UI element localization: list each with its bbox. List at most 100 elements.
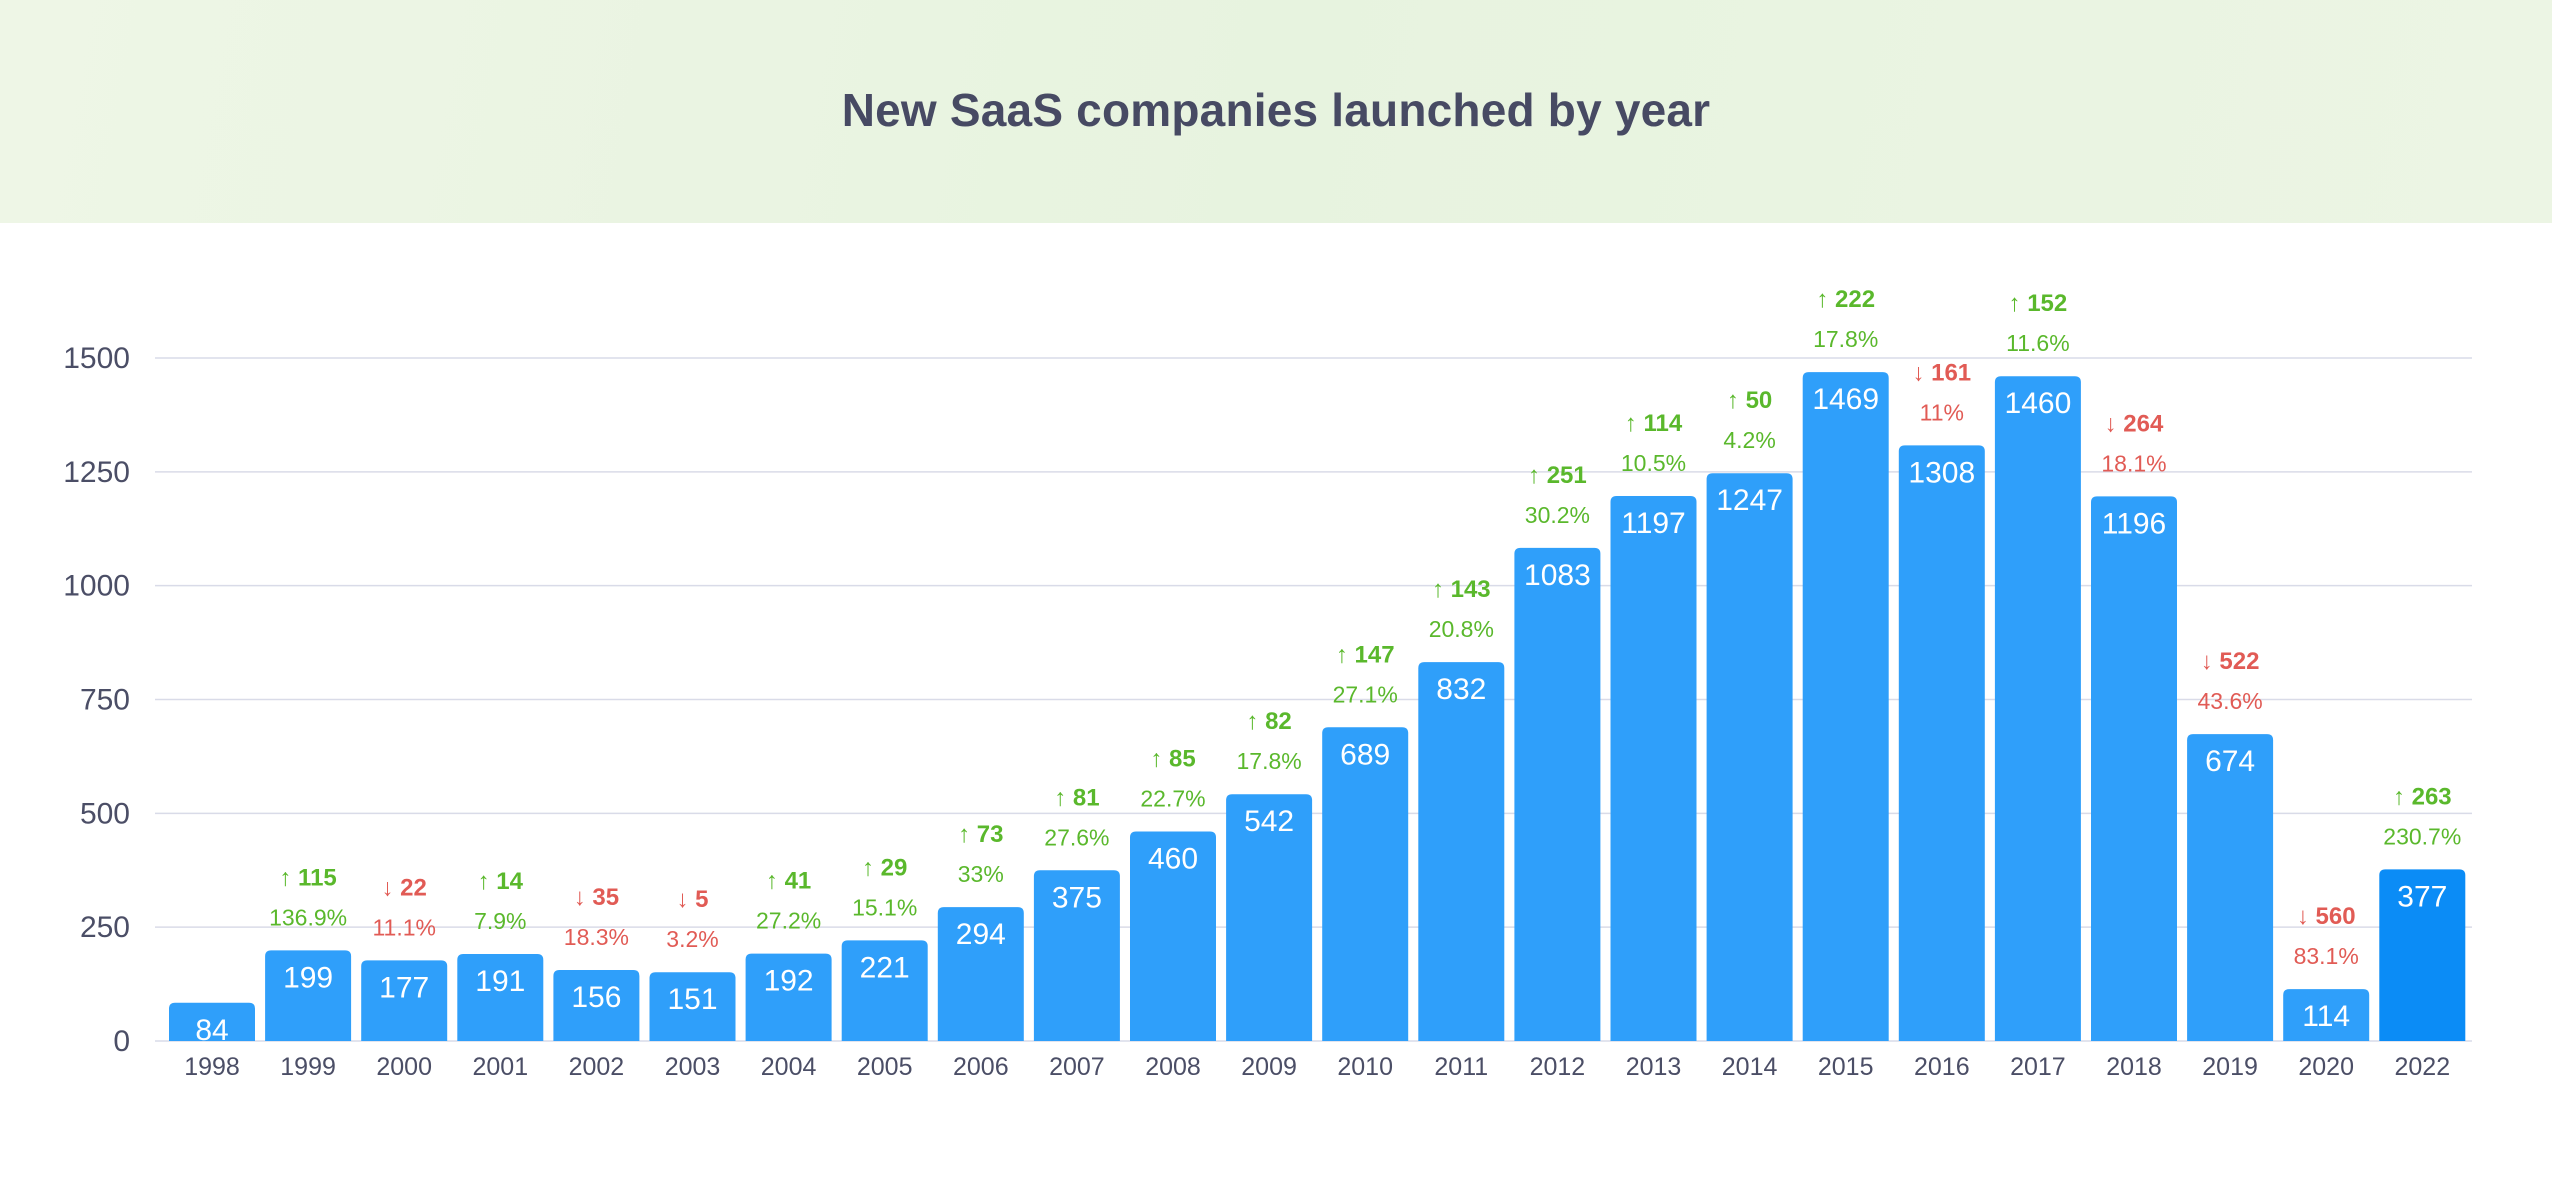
x-tick-label: 2009 (1241, 1053, 1297, 1081)
change-amount: ↓ 5 (676, 886, 708, 913)
bar (649, 972, 736, 1041)
x-tick-label: 2002 (569, 1053, 625, 1081)
change-amount: ↑ 81 (1054, 784, 1099, 811)
change-percent: 22.7% (1140, 786, 1205, 812)
bar-value-label: 1460 (2005, 387, 2072, 420)
change-percent: 18.1% (2101, 450, 2166, 476)
bar (745, 953, 832, 1041)
change-percent: 11% (1920, 399, 1964, 425)
change-percent: 20.8% (1429, 616, 1494, 642)
change-percent: 27.6% (1044, 824, 1109, 850)
x-tick-label: 2004 (761, 1053, 817, 1081)
bar (2379, 869, 2466, 1041)
bar-value-label: 542 (1244, 805, 1294, 838)
change-amount: ↓ 161 (1912, 359, 1971, 386)
x-tick-label: 2013 (1626, 1053, 1682, 1081)
change-amount: ↓ 522 (2201, 648, 2260, 675)
bar (1898, 445, 1985, 1041)
change-amount: ↑ 147 (1336, 641, 1395, 668)
bar (2283, 989, 2370, 1041)
x-axis: 1998 1999 2000 2001 2002 2003 2004 2005 2006 2007… (184, 1053, 2450, 1081)
change-percent: 30.2% (1525, 502, 1590, 528)
y-tick-label: 500 (80, 797, 130, 830)
change-amount: ↑ 85 (1150, 746, 1195, 773)
bar (553, 969, 640, 1041)
x-tick-label: 2018 (2106, 1053, 2162, 1081)
bar (265, 950, 352, 1041)
change-amount: ↑ 222 (1816, 286, 1875, 313)
x-tick-label: 2010 (1337, 1053, 1393, 1081)
chart-title: New SaaS companies launched by year (841, 83, 1711, 136)
bar-value-label: 1196 (2102, 507, 2167, 540)
change-amount: ↑ 152 (2009, 290, 2068, 317)
bar (1226, 794, 1313, 1041)
x-tick-label: 2001 (472, 1053, 528, 1081)
bar (1706, 473, 1793, 1041)
bar (169, 1002, 255, 1041)
bar-value-label: 156 (571, 981, 621, 1014)
x-tick-label: 2003 (665, 1053, 721, 1081)
change-amount: ↑ 73 (958, 821, 1003, 848)
y-tick-label: 1250 (63, 456, 130, 489)
change-amount: ↑ 82 (1246, 708, 1291, 735)
y-tick-label: 250 (80, 911, 130, 944)
change-amount: ↑ 50 (1727, 387, 1772, 414)
change-amount: ↑ 143 (1432, 576, 1491, 603)
change-amount: ↑ 251 (1528, 462, 1587, 489)
bar (457, 954, 544, 1041)
change-percent: 83.1% (2294, 943, 2359, 969)
bar-value-label: 294 (956, 918, 1006, 951)
bar (1033, 870, 1120, 1041)
bar (1322, 727, 1409, 1041)
change-amount: ↑ 29 (862, 854, 907, 881)
x-tick-label: 1998 (184, 1053, 240, 1081)
x-tick-label: 2017 (2010, 1053, 2066, 1081)
change-percent: 10.5% (1621, 450, 1686, 476)
change-amount: ↑ 115 (279, 864, 336, 891)
x-tick-label: 2016 (1914, 1053, 1970, 1081)
x-tick-label: 2019 (2202, 1053, 2258, 1081)
change-amount: ↑ 41 (766, 868, 811, 895)
change-percent: 43.6% (2197, 688, 2262, 714)
change-percent: 4.2% (1723, 427, 1775, 453)
bar (1130, 831, 1216, 1041)
x-tick-label: 1999 (280, 1053, 336, 1081)
bar (1418, 662, 1505, 1041)
x-tick-label: 2015 (1818, 1053, 1874, 1081)
change-percent: 3.2% (666, 926, 718, 952)
change-amount: ↑ 263 (2393, 783, 2452, 810)
y-axis: 0 250 500 750 1000 1250 1500 (63, 342, 130, 1058)
bar-value-label: 1469 (1812, 383, 1879, 416)
chart-header: New SaaS companies launched by year (0, 0, 2552, 223)
x-tick-label: 2008 (1145, 1053, 1201, 1081)
bar-value-label: 377 (2397, 880, 2447, 913)
bar (841, 940, 928, 1041)
change-percent: 27.1% (1333, 681, 1398, 707)
bar (1802, 372, 1889, 1041)
bar-value-label: 1247 (1716, 484, 1783, 517)
bar-value-label: 84 (195, 1014, 228, 1047)
change-amount: ↓ 35 (574, 884, 619, 911)
change-percent: 11.1% (372, 914, 436, 940)
change-percent: 7.9% (474, 908, 526, 934)
change-percent: 136.9% (269, 904, 347, 930)
bar-value-label: 221 (860, 951, 910, 984)
change-percent: 17.8% (1813, 326, 1878, 352)
bar (361, 960, 448, 1041)
x-tick-label: 2006 (953, 1053, 1009, 1081)
x-tick-label: 2020 (2298, 1053, 2354, 1081)
bar-value-label: 375 (1052, 881, 1102, 914)
bar-value-label: 192 (764, 965, 814, 998)
bar-value-label: 1197 (1621, 507, 1686, 540)
x-tick-label: 2005 (857, 1053, 913, 1081)
y-tick-label: 750 (80, 684, 130, 717)
y-tick-label: 1000 (63, 570, 130, 603)
bar-value-label: 114 (2302, 1000, 2350, 1033)
bar-value-label: 199 (283, 961, 333, 994)
bar-value-label: 460 (1148, 843, 1198, 876)
bars: 84 199 177 191 156 151 192 221 294 375 460 542 689 83… (169, 372, 2466, 1047)
bar (2091, 496, 2177, 1041)
bar-value-label: 1308 (1908, 456, 1975, 489)
bar-value-label: 1083 (1524, 559, 1591, 592)
